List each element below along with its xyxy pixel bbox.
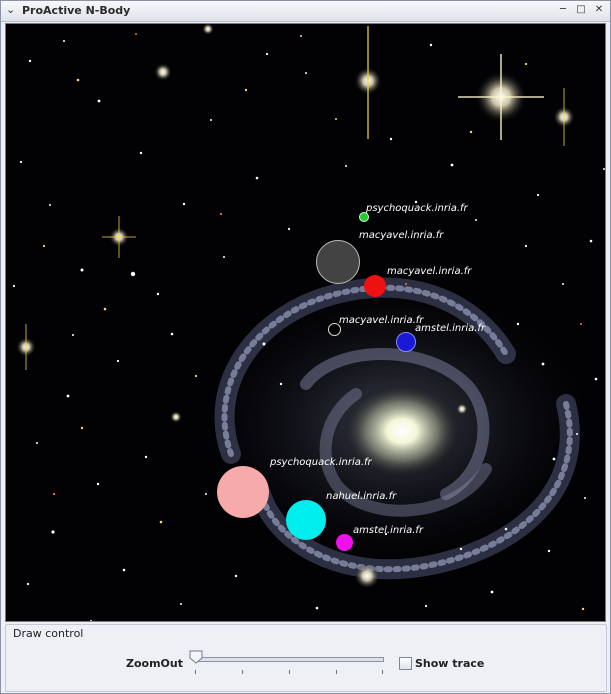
body-label: psychoquack.inria.fr — [366, 203, 468, 214]
zoom-label: ZoomOut — [126, 657, 183, 670]
title-bar[interactable]: ⌄ ProActive N-Body ─ □ ✕ — [1, 1, 610, 22]
show-trace-checkbox[interactable] — [399, 657, 412, 670]
minimize-icon[interactable]: ─ — [559, 4, 567, 15]
star-field-warm — [42, 35, 585, 611]
zoom-slider-thumb[interactable] — [189, 650, 203, 664]
show-trace-label[interactable]: Show trace — [415, 657, 485, 670]
body-label: macyavel.inria.fr — [387, 266, 472, 277]
zoom-slider[interactable] — [194, 657, 384, 662]
body-label: macyavel.inria.fr — [339, 315, 424, 326]
draw-control-panel: Draw control ZoomOut Show trace — [5, 624, 607, 692]
slider-tick — [195, 670, 196, 674]
body-macyavel-red — [364, 275, 386, 297]
chevron-down-icon[interactable]: ⌄ — [6, 3, 16, 16]
close-icon[interactable]: ✕ — [594, 4, 604, 15]
body-psychoquack-small — [359, 212, 369, 222]
slider-tick — [336, 670, 337, 674]
body-label: amstel.inria.fr — [415, 323, 486, 334]
galaxy-background — [6, 24, 605, 621]
body-label: amstel.inria.fr — [353, 525, 424, 536]
slider-tick — [242, 670, 243, 674]
body-psychoquack-pink — [217, 466, 269, 518]
galaxy-arms — [214, 277, 580, 580]
body-label: psychoquack.inria.fr — [270, 457, 372, 468]
body-amstel-blue — [396, 332, 416, 352]
maximize-icon[interactable]: □ — [576, 4, 586, 15]
body-nahuel-cyan — [286, 500, 326, 540]
body-macyavel-black — [328, 323, 341, 336]
bright-stars — [16, 24, 575, 589]
body-label: nahuel.inria.fr — [326, 491, 397, 502]
slider-tick — [382, 670, 383, 674]
star-field — [12, 40, 605, 621]
galaxy-core — [342, 383, 462, 479]
panel-title: Draw control — [13, 627, 84, 640]
star-field-red — [52, 33, 582, 496]
body-macyavel-large — [316, 240, 360, 284]
slider-tick — [289, 670, 290, 674]
window-title: ProActive N-Body — [22, 4, 131, 17]
body-amstel-magenta — [336, 534, 353, 551]
simulation-canvas[interactable]: psychoquack.inria.fr macyavel.inria.fr m… — [5, 23, 606, 622]
body-label: macyavel.inria.fr — [359, 230, 444, 241]
